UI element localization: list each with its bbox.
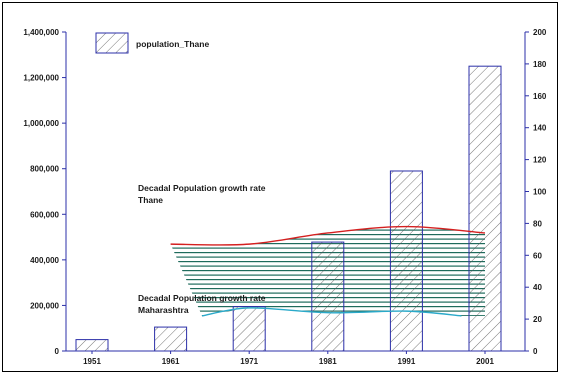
bar-layer <box>75 65 502 352</box>
bar-population-thane-1991 <box>389 170 423 352</box>
bar-population-thane-2001 <box>468 65 502 352</box>
left-tick-label-1: 200,000 <box>30 301 59 310</box>
right-tick-label-2: 40 <box>533 283 542 292</box>
annotation-maharashtra-line2: Maharashtra <box>138 305 189 315</box>
legend: population_Thane <box>95 32 209 54</box>
right-tick-label-3: 60 <box>533 251 542 260</box>
line-layer <box>170 225 486 317</box>
annotation-thane-line2: Thane <box>138 195 163 205</box>
bar-population-thane-1981 <box>311 241 345 352</box>
right-tick-label-8: 160 <box>533 92 547 101</box>
x-tick-label-1981: 1981 <box>319 357 337 366</box>
x-tick-label-1991: 1991 <box>398 357 416 366</box>
left-tick-label-4: 800,000 <box>30 165 59 174</box>
annotation-thane: Decadal Population growth rate Thane <box>138 183 266 205</box>
right-tick-label-7: 140 <box>533 124 547 133</box>
x-tick-label-2001: 2001 <box>476 357 494 366</box>
left-tick-label-5: 1,000,000 <box>23 119 59 128</box>
annotation-maharashtra-line1: Decadal Population growth rate <box>138 293 266 303</box>
line-growth-rate-thane <box>170 225 486 246</box>
legend-swatch-population-thane <box>95 32 129 54</box>
left-tick-label-3: 600,000 <box>30 210 59 219</box>
annotation-thane-line1: Decadal Population growth rate <box>138 183 266 193</box>
bar-population-thane-1951 <box>75 339 109 352</box>
line-growth-rate-maharashtra <box>201 307 462 317</box>
tick-layer: 0 200,000 400,000 600,000 800,000 1,000,000 1,… <box>23 28 546 366</box>
left-tick-label-7: 1,400,000 <box>23 28 59 37</box>
annotation-maharashtra: Decadal Population growth rate Maharasht… <box>138 293 266 315</box>
axis-layer <box>62 31 529 354</box>
right-tick-label-0: 0 <box>533 347 538 356</box>
legend-label-population-thane: population_Thane <box>136 39 209 49</box>
left-tick-label-6: 1,200,000 <box>23 74 59 83</box>
right-tick-label-1: 20 <box>533 315 542 324</box>
right-tick-label-4: 80 <box>533 219 542 228</box>
right-tick-label-6: 120 <box>533 156 547 165</box>
bar-population-thane-1961 <box>154 326 188 352</box>
x-tick-label-1961: 1961 <box>162 357 180 366</box>
x-tick-label-1951: 1951 <box>83 357 101 366</box>
x-tick-label-1971: 1971 <box>240 357 258 366</box>
right-tick-label-5: 100 <box>533 188 547 197</box>
left-tick-label-2: 400,000 <box>30 256 59 265</box>
left-tick-label-0: 0 <box>55 347 60 356</box>
bar-population-thane-1971 <box>232 306 266 352</box>
right-tick-label-10: 200 <box>533 28 547 37</box>
right-tick-label-9: 180 <box>533 60 547 69</box>
